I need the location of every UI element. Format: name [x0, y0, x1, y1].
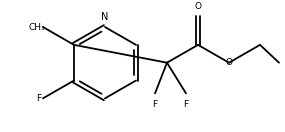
Text: F: F	[36, 94, 41, 103]
Text: N: N	[101, 12, 109, 22]
Text: F: F	[152, 100, 158, 109]
Text: O: O	[194, 2, 201, 11]
Text: CH₃: CH₃	[28, 23, 45, 32]
Text: F: F	[184, 100, 189, 109]
Text: O: O	[225, 58, 233, 67]
